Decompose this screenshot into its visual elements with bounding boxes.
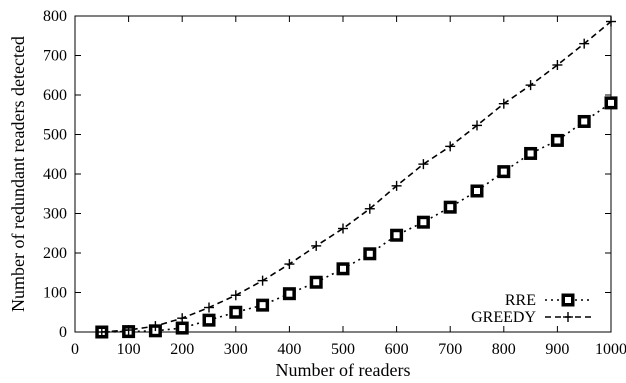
data-point	[550, 133, 564, 147]
data-point	[338, 223, 348, 234]
marker-square-inner	[313, 279, 320, 286]
data-point	[497, 165, 511, 179]
marker-square-inner	[340, 265, 346, 272]
data-point	[256, 298, 270, 312]
marker-square-inner	[581, 118, 588, 125]
data-point	[282, 287, 296, 301]
data-point	[472, 120, 482, 131]
marker-square-inner	[206, 317, 212, 324]
x-tick-label: 800	[492, 341, 516, 358]
data-point	[552, 59, 563, 70]
x-tick-label: 500	[331, 341, 355, 358]
plot-area-border	[74, 15, 612, 333]
data-point	[96, 327, 107, 337]
marker-square-inner	[447, 204, 454, 211]
data-point	[391, 180, 402, 191]
y-tick-label: 200	[43, 245, 67, 262]
data-point	[579, 38, 590, 49]
marker-square-inner	[232, 309, 239, 316]
x-tick-label: 600	[385, 341, 409, 358]
x-tick-label: 700	[438, 341, 462, 358]
marker-square-inner	[565, 297, 571, 303]
y-tick-label: 0	[59, 324, 67, 341]
series-layer	[95, 16, 618, 339]
data-point	[606, 16, 616, 27]
data-point	[416, 215, 430, 229]
y-tick-label: 700	[43, 48, 67, 65]
marker-square-inner	[420, 219, 427, 226]
data-point	[498, 98, 509, 109]
x-tick-label: 1000	[595, 341, 626, 358]
marker-square-inner	[608, 99, 614, 106]
data-point	[364, 203, 375, 214]
x-tick-label: 100	[117, 341, 141, 358]
series-greedy	[96, 16, 616, 337]
data-point	[311, 240, 322, 251]
y-tick-label: 300	[43, 206, 67, 223]
legend-label: RRE	[505, 292, 536, 309]
y-axis: 0 100 200 300 400 500 600 700 800	[43, 8, 611, 341]
data-point	[309, 275, 323, 289]
data-point	[229, 305, 243, 319]
data-point	[418, 159, 429, 170]
y-tick-label: 100	[43, 285, 67, 302]
data-point	[524, 146, 538, 160]
legend-marker	[563, 312, 573, 322]
data-point	[230, 290, 241, 301]
marker-square-inner	[554, 137, 561, 144]
x-tick-label: 200	[170, 341, 194, 358]
marker-square-inner	[286, 290, 293, 297]
legend-marker	[561, 293, 575, 307]
data-point	[175, 321, 189, 335]
data-point	[257, 275, 268, 286]
marker-square-inner	[259, 302, 266, 309]
data-point	[604, 96, 618, 110]
y-tick-label: 400	[43, 166, 67, 183]
marker-square-inner	[366, 250, 373, 257]
legend-item-rre: RRE	[505, 292, 592, 309]
data-point	[123, 325, 134, 336]
series-line	[101, 20, 612, 333]
y-tick-label: 600	[43, 87, 67, 104]
data-point	[363, 247, 377, 261]
data-point	[204, 302, 214, 313]
data-point	[284, 259, 295, 270]
y-axis-label: Number of redundant readers detected	[8, 36, 28, 312]
data-point	[470, 184, 484, 198]
marker-square-inner	[527, 150, 534, 157]
marker-square-inner	[474, 187, 480, 194]
marker-square-inner	[179, 325, 186, 332]
x-axis-label: Number of readers	[276, 360, 411, 380]
marker-square-inner	[393, 232, 400, 239]
series-rre	[95, 96, 618, 339]
data-point	[577, 114, 591, 128]
data-point	[177, 313, 188, 324]
legend-label: GREEDY	[471, 309, 536, 326]
x-axis: 0 100 200 300 400 500 600 700 800 900 1000	[71, 16, 626, 358]
y-tick-label: 800	[43, 8, 67, 25]
data-point	[390, 228, 404, 242]
x-tick-label: 0	[71, 341, 79, 358]
data-point	[445, 141, 456, 152]
plot-frame	[74, 15, 612, 333]
data-point	[150, 321, 161, 332]
data-point	[443, 200, 457, 214]
legend-item-greedy: GREEDY	[471, 309, 592, 326]
data-point	[202, 313, 216, 327]
x-tick-label: 300	[224, 341, 248, 358]
x-tick-label: 900	[545, 341, 569, 358]
data-point	[525, 80, 536, 91]
data-point	[336, 262, 350, 276]
x-tick-label: 400	[277, 341, 301, 358]
marker-square-inner	[500, 168, 507, 175]
y-tick-label: 500	[43, 127, 67, 144]
